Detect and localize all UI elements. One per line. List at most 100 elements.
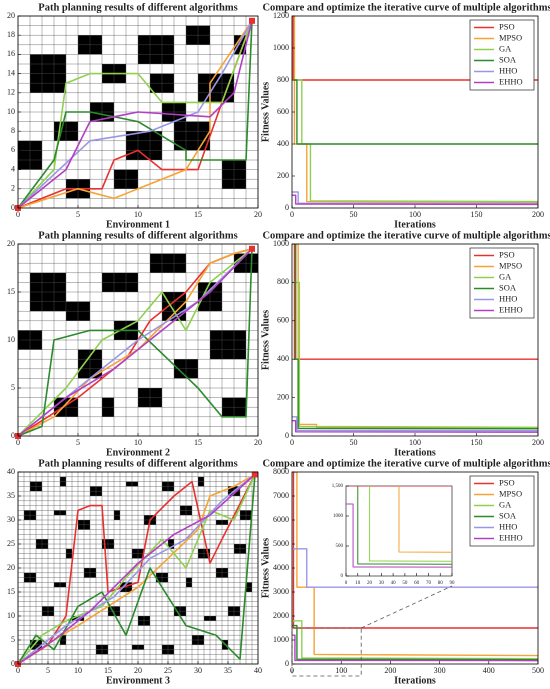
x-tick-label: 35: [224, 666, 232, 675]
x-tick-label: 0: [16, 210, 20, 219]
series-line: [18, 248, 253, 436]
y-tick-label: 10: [7, 335, 15, 344]
y-tick-label: 200: [277, 392, 289, 401]
x-tick-label: 200: [532, 438, 544, 447]
x-axis-label: Iterations: [394, 219, 436, 230]
y-tick-label: 0: [11, 659, 15, 668]
legend-label: MPSO: [499, 32, 522, 42]
legend-box: [469, 247, 535, 319]
goal-point: [252, 471, 258, 478]
series-line: [18, 248, 253, 436]
y-tick-label: 2: [11, 184, 15, 193]
y-tick-label: 1,500: [332, 484, 344, 489]
series-line: [292, 620, 538, 660]
series-group: [292, 244, 538, 433]
series-line: [292, 624, 538, 661]
legend-box: [469, 475, 535, 547]
series-line: [346, 503, 452, 568]
series-line: [18, 20, 253, 208]
y-tick-label: 5000: [273, 539, 289, 548]
y-tick-label: 10: [7, 611, 15, 620]
legend-label: SOA: [499, 282, 517, 292]
y-tick-label: 3000: [273, 587, 289, 596]
y-tick-label: 5: [11, 383, 15, 392]
y-tick-label: 6: [11, 145, 15, 154]
x-tick-label: 5: [46, 666, 50, 675]
legend-label: HHO: [499, 293, 517, 303]
x-tick-label: 50: [350, 438, 358, 447]
x-tick-label: 25: [164, 666, 172, 675]
y-tick-label: 4: [11, 164, 15, 173]
legend-label: HHO: [499, 521, 517, 531]
legend-label: PSO: [499, 477, 515, 487]
y-tick-label: 35: [7, 491, 15, 500]
x-tick-label: 10: [134, 438, 142, 447]
x-axis-label: Environment 3: [106, 675, 170, 684]
x-tick-label: 30: [379, 581, 385, 586]
series-line: [292, 548, 538, 588]
x-tick-label: 40: [254, 666, 262, 675]
y-tick-label: 25: [7, 539, 15, 548]
legend-label: HHO: [499, 65, 517, 75]
series-line: [369, 486, 452, 562]
zoom-region: [291, 627, 362, 677]
legend-label: PSO: [499, 249, 515, 259]
y-tick-label: 10: [7, 107, 15, 116]
x-tick-label: 200: [384, 666, 396, 675]
y-tick-label: 40: [7, 467, 15, 476]
y-tick-label: 800: [277, 277, 289, 286]
x-tick-label: 5: [76, 210, 80, 219]
obstacle: [138, 35, 174, 64]
x-tick-label: 0: [345, 581, 348, 586]
chart-title: Compare and optimize the iterative curve…: [262, 2, 550, 13]
x-tick-label: 0: [290, 210, 294, 219]
chart-title: Compare and optimize the iterative curve…: [262, 230, 550, 241]
x-tick-label: 10: [74, 666, 82, 675]
x-tick-label: 0: [290, 438, 294, 447]
y-axis-label: Fitness Values: [260, 82, 271, 142]
x-tick-label: 50: [350, 210, 358, 219]
y-tick-label: 7000: [273, 491, 289, 500]
obstacle: [174, 121, 210, 151]
y-tick-label: 1000: [273, 239, 289, 248]
series-group: [292, 16, 538, 206]
chart-title: Path planning results of different algor…: [38, 230, 237, 241]
y-tick-label: 0: [285, 431, 289, 440]
x-tick-label: 15: [194, 438, 202, 447]
y-tick-label: 1000: [333, 514, 344, 519]
y-tick-label: 20: [7, 563, 15, 572]
x-tick-label: 150: [471, 438, 483, 447]
legend-label: MPSO: [499, 260, 522, 270]
series-line: [292, 416, 538, 432]
x-tick-label: 15: [194, 210, 202, 219]
x-axis-label: Environment 2: [106, 447, 170, 458]
x-tick-label: 20: [367, 581, 373, 586]
legend-label: PSO: [499, 21, 515, 31]
x-tick-label: 0: [16, 438, 20, 447]
series-line: [18, 474, 256, 664]
y-axis-label: Fitness Values: [260, 538, 271, 598]
x-tick-label: 90: [450, 581, 456, 586]
y-tick-label: 18: [7, 30, 15, 39]
series-line: [357, 486, 452, 565]
x-tick-label: 10: [134, 210, 142, 219]
series-line: [18, 473, 256, 664]
x-tick-label: 200: [532, 210, 544, 219]
y-tick-label: 8: [11, 126, 15, 135]
x-tick-label: 40: [391, 581, 397, 586]
y-tick-label: 0: [11, 203, 15, 212]
series-line: [292, 634, 538, 662]
y-tick-label: 15: [7, 587, 15, 596]
legend-label: GA: [499, 43, 512, 53]
x-tick-label: 0: [16, 666, 20, 675]
series-line: [18, 248, 253, 436]
chart-title: Path planning results of different algor…: [38, 458, 237, 469]
y-tick-label: 30: [7, 515, 15, 524]
series-line: [294, 79, 538, 145]
series-line: [292, 244, 538, 430]
y-axis-label: Fitness Values: [260, 310, 271, 370]
y-tick-label: 200: [277, 171, 289, 180]
x-tick-label: 100: [409, 438, 421, 447]
y-tick-label: 1000: [273, 635, 289, 644]
x-tick-label: 400: [483, 666, 495, 675]
